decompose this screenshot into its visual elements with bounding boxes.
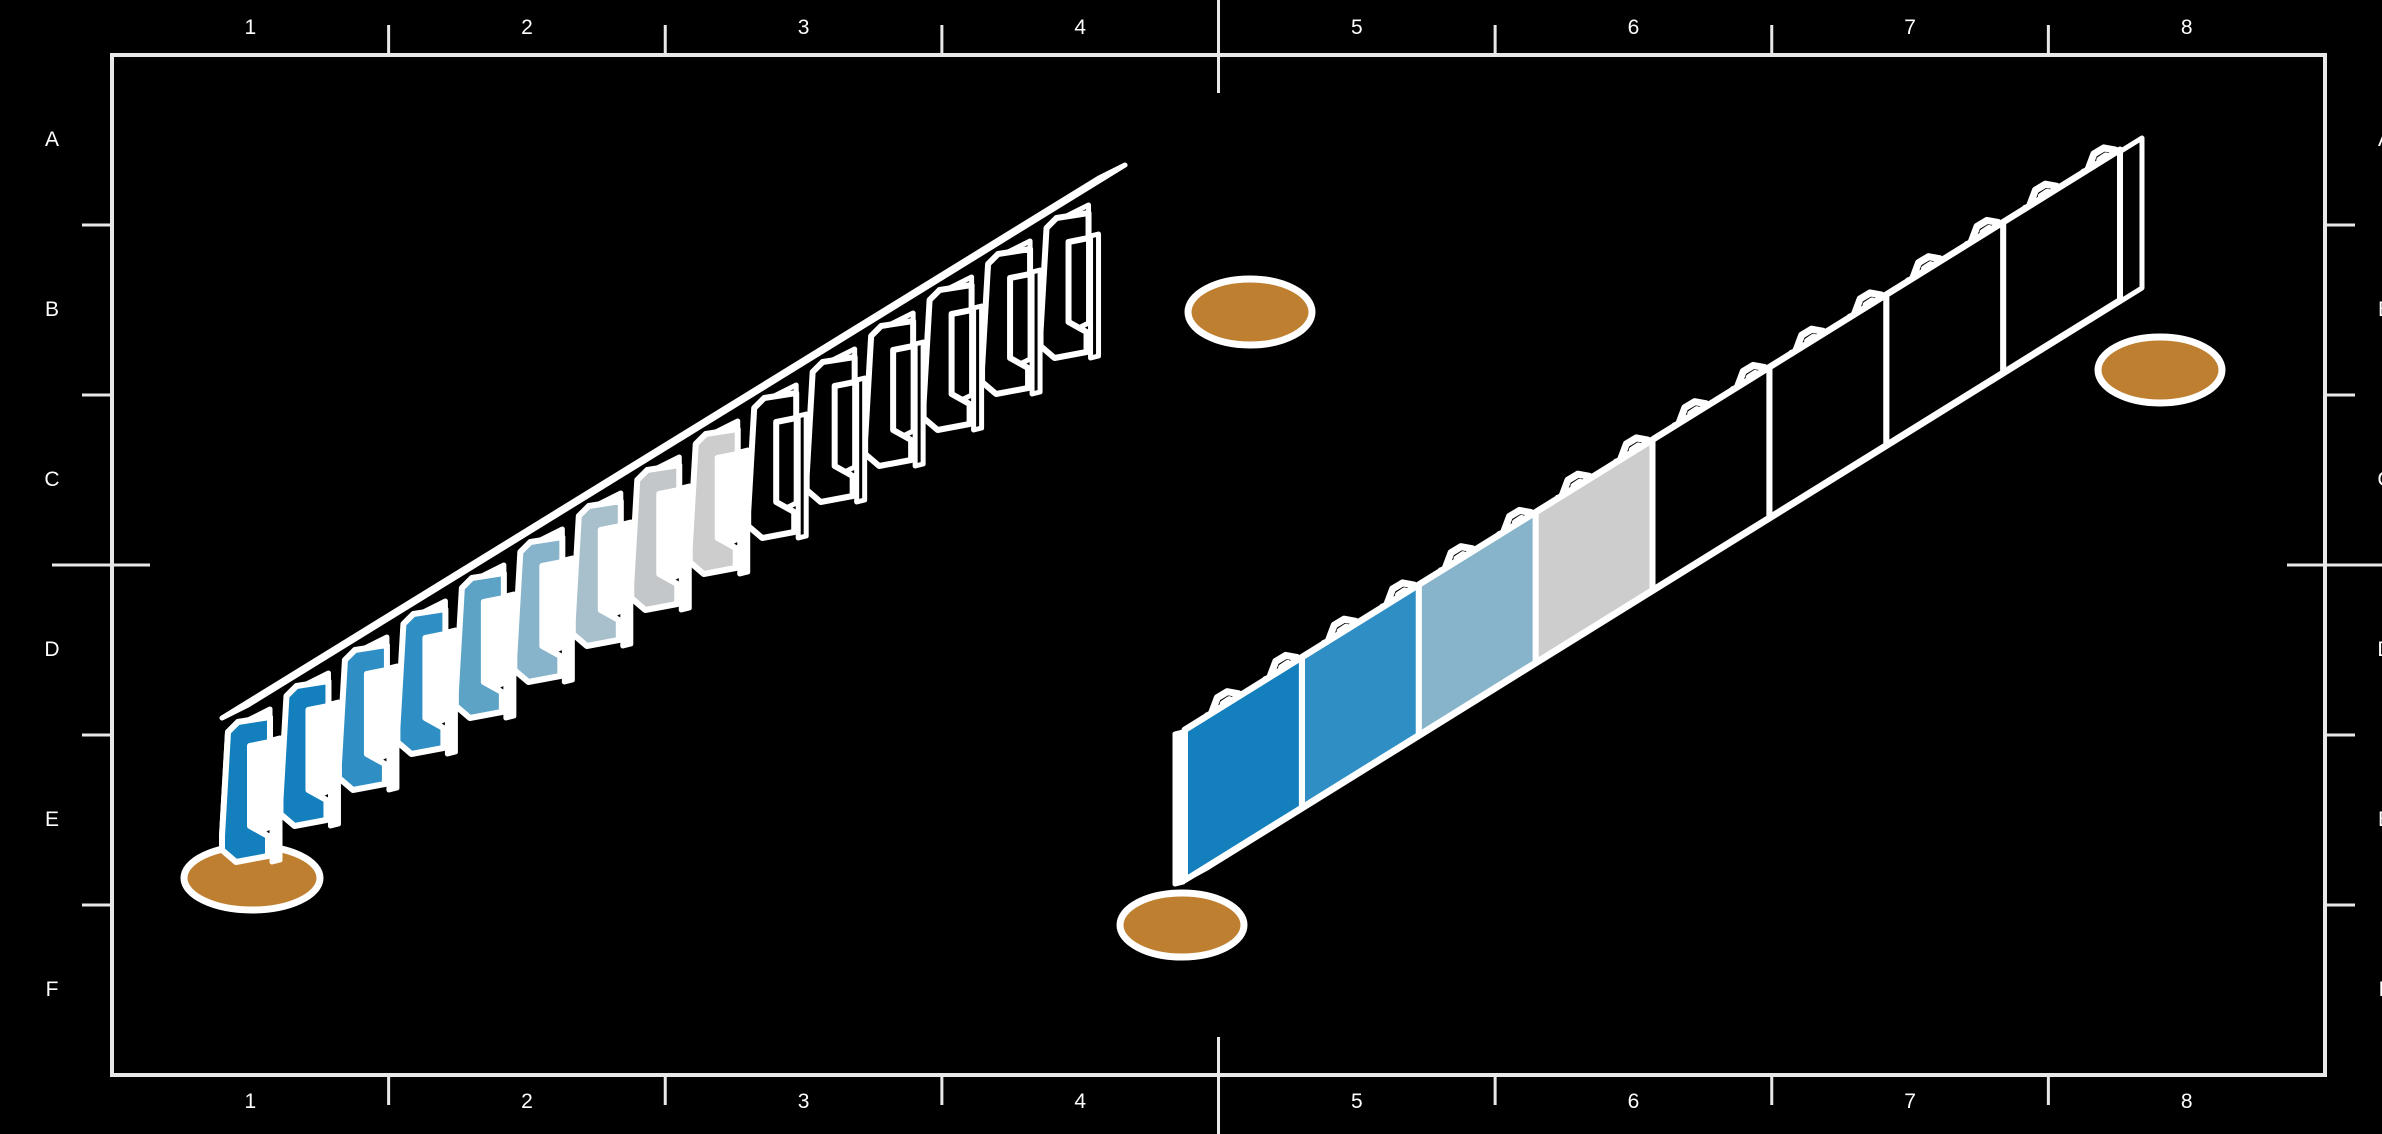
zone-label-column-bottom: 8 — [2180, 1090, 2193, 1113]
zone-label-row-left: B — [44, 298, 59, 321]
web-panel-3 — [1415, 509, 1539, 738]
fin-segment-10-rib — [795, 411, 809, 541]
fin-segment-3-rib — [386, 663, 400, 793]
zone-label-column-bottom: 3 — [797, 1090, 810, 1113]
zone-label-column-top: 2 — [521, 16, 533, 39]
fin-segment-13-rib — [971, 303, 985, 433]
web-panel-7 — [1883, 219, 2007, 448]
web-front-rib-top — [1172, 729, 1186, 887]
zone-label-column-top: 6 — [1627, 16, 1640, 39]
zone-label-column-top: 4 — [1074, 16, 1087, 39]
zone-label-column-top: 7 — [1904, 16, 1916, 39]
zone-label-row-right: C — [2369, 469, 2382, 490]
zone-label-column-bottom: 6 — [1627, 1090, 1640, 1113]
end-disc-far-left-view — [1184, 275, 1316, 349]
top-spine-rail — [219, 162, 1128, 721]
zone-label-column-bottom: 4 — [1074, 1090, 1087, 1113]
end-disc-near-right-view — [1116, 889, 1248, 961]
web-panel-4 — [1532, 437, 1656, 666]
web-panel-1-top — [1182, 654, 1305, 883]
zone-label-column-bottom: 1 — [244, 1090, 257, 1113]
zone-label-column-bottom: 7 — [1904, 1090, 1916, 1113]
zone-label-row-right: D — [2369, 639, 2382, 660]
zone-label-column-bottom: 2 — [521, 1090, 533, 1113]
fin-segment-7-rib — [620, 519, 634, 649]
fin-segment-15-rib — [1088, 231, 1102, 361]
fin-segment-5-rib — [503, 591, 517, 721]
zone-label-row-left: D — [44, 638, 60, 661]
fin-segment-14-rib — [1029, 267, 1043, 397]
web-panel-2 — [1298, 582, 1422, 811]
web-panel-5 — [1649, 364, 1773, 593]
web-panel-6 — [1766, 292, 1890, 521]
zone-label-row-right: F — [2369, 979, 2382, 1000]
fin-segment-2-rib — [327, 699, 341, 829]
fin-segment-8-rib — [678, 483, 692, 613]
fin-segment-1-face-top — [219, 714, 273, 865]
zone-label-row-left: E — [44, 808, 59, 831]
zone-label-row-right: B — [2369, 299, 2382, 320]
fin-segment-12-rib — [912, 339, 926, 469]
zone-label-column-top: 5 — [1350, 16, 1363, 39]
fin-segment-6-rib — [561, 555, 575, 685]
zone-label-column-top: 8 — [2180, 16, 2193, 39]
zone-label-row-left: F — [45, 978, 59, 1001]
zone-label-column-bottom: 5 — [1350, 1090, 1363, 1113]
zone-label-column-top: 1 — [244, 16, 257, 39]
web-panel-8 — [2000, 147, 2123, 376]
zone-label-column-top: 3 — [797, 16, 810, 39]
fin-segment-4-rib — [444, 627, 458, 757]
zone-label-row-left: A — [44, 128, 59, 151]
fin-segment-1-rib-top — [269, 735, 283, 865]
fin-segment-11-rib — [854, 375, 868, 505]
zone-label-row-left: C — [44, 468, 60, 491]
zone-label-row-right: E — [2369, 809, 2382, 830]
zone-label-row-right: A — [2369, 129, 2382, 150]
fin-segment-9-rib — [737, 447, 751, 577]
end-disc-far-right-view — [2094, 333, 2226, 407]
